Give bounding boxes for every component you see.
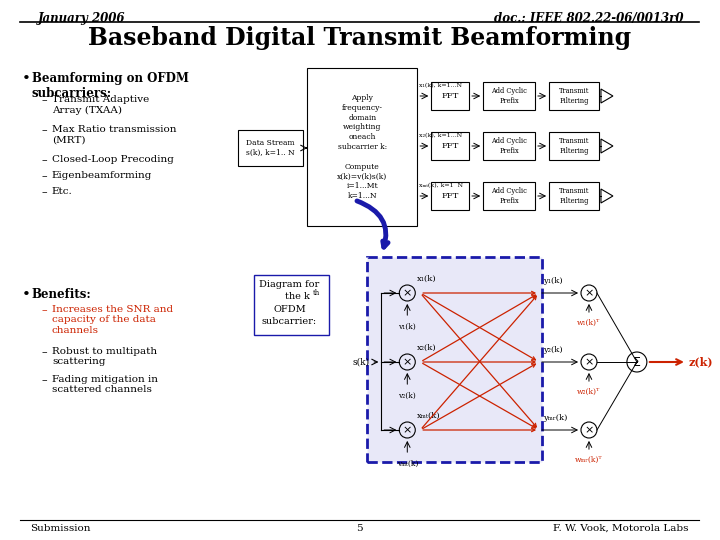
Text: Transmit
Filtering: Transmit Filtering bbox=[559, 87, 589, 105]
Bar bbox=[367, 257, 542, 462]
Text: x₂(k), k=1...N: x₂(k), k=1...N bbox=[419, 133, 462, 138]
Text: Transmit
Filtering: Transmit Filtering bbox=[559, 137, 589, 154]
Text: ×: × bbox=[585, 357, 594, 367]
Text: Closed-Loop Precoding: Closed-Loop Precoding bbox=[52, 155, 174, 164]
Text: yₘᵣ(k): yₘᵣ(k) bbox=[543, 414, 567, 422]
Text: xₘₜ(k): xₘₜ(k) bbox=[418, 412, 441, 420]
Bar bbox=[431, 82, 469, 110]
Text: FFT: FFT bbox=[441, 92, 459, 100]
Text: Add Cyclic
Prefix: Add Cyclic Prefix bbox=[491, 137, 527, 154]
Text: x₁(k), k=1...N: x₁(k), k=1...N bbox=[419, 83, 462, 88]
Text: v₁(k): v₁(k) bbox=[398, 323, 416, 331]
Text: ×: × bbox=[402, 288, 412, 298]
Text: ×: × bbox=[402, 425, 412, 435]
Text: Etc.: Etc. bbox=[52, 187, 73, 196]
Bar bbox=[307, 68, 418, 226]
Text: ×: × bbox=[585, 425, 594, 435]
Text: ×: × bbox=[585, 288, 594, 298]
Text: w₂(k)ᵀ: w₂(k)ᵀ bbox=[577, 388, 600, 396]
Bar bbox=[483, 132, 535, 160]
Text: y₁(k): y₁(k) bbox=[543, 277, 563, 285]
Text: Transmit
Filtering: Transmit Filtering bbox=[559, 187, 589, 205]
Text: Increases the SNR and
capacity of the data
channels: Increases the SNR and capacity of the da… bbox=[52, 305, 173, 335]
Text: Diagram for: Diagram for bbox=[259, 280, 320, 289]
Text: –: – bbox=[42, 125, 48, 135]
Text: z(k): z(k) bbox=[689, 356, 714, 368]
Text: F. W. Vook, Motorola Labs: F. W. Vook, Motorola Labs bbox=[553, 524, 689, 533]
Text: –: – bbox=[42, 187, 48, 197]
Text: Σ: Σ bbox=[633, 355, 641, 368]
Text: •: • bbox=[22, 72, 31, 86]
Bar bbox=[549, 182, 599, 210]
Text: Add Cyclic
Prefix: Add Cyclic Prefix bbox=[491, 187, 527, 205]
Text: th: th bbox=[312, 289, 320, 297]
Text: Data Stream
s(k), k=1.. N: Data Stream s(k), k=1.. N bbox=[246, 139, 295, 157]
Text: Apply
frequency-
domain
weighting
oneach
subcarrier k:

Compute
x(k)=v(k)s(k)
i=: Apply frequency- domain weighting oneach… bbox=[337, 94, 387, 200]
Bar bbox=[483, 182, 535, 210]
Text: –: – bbox=[42, 347, 48, 357]
Text: ×: × bbox=[402, 357, 412, 367]
Text: –: – bbox=[42, 305, 48, 315]
Text: x₁(k): x₁(k) bbox=[418, 275, 437, 283]
Bar bbox=[253, 275, 330, 335]
Text: Max Ratio transmission
(MRT): Max Ratio transmission (MRT) bbox=[52, 125, 176, 144]
Text: –: – bbox=[42, 155, 48, 165]
Text: w₁(k)ᵀ: w₁(k)ᵀ bbox=[577, 319, 600, 327]
Text: 5: 5 bbox=[356, 524, 363, 533]
Text: vₘₜ(k): vₘₜ(k) bbox=[397, 460, 418, 468]
Text: subcarrier:: subcarrier: bbox=[262, 317, 317, 326]
Text: Beamforming on OFDM
subcarriers:: Beamforming on OFDM subcarriers: bbox=[32, 72, 189, 100]
Text: y₂(k): y₂(k) bbox=[543, 346, 563, 354]
Bar bbox=[431, 132, 469, 160]
Text: Add Cyclic
Prefix: Add Cyclic Prefix bbox=[491, 87, 527, 105]
Bar bbox=[431, 182, 469, 210]
Text: s(k): s(k) bbox=[352, 357, 369, 367]
Text: doc.: IEEE 802.22-06/0013r0: doc.: IEEE 802.22-06/0013r0 bbox=[495, 12, 684, 25]
Text: Benefits:: Benefits: bbox=[32, 288, 91, 301]
Text: Fading mitigation in
scattered channels: Fading mitigation in scattered channels bbox=[52, 375, 158, 394]
Bar bbox=[238, 130, 303, 166]
Text: Baseband Digital Transmit Beamforming: Baseband Digital Transmit Beamforming bbox=[88, 26, 631, 50]
Text: FFT: FFT bbox=[441, 192, 459, 200]
Text: OFDM: OFDM bbox=[273, 305, 306, 314]
Text: Robust to multipath
scattering: Robust to multipath scattering bbox=[52, 347, 157, 367]
Text: Submission: Submission bbox=[30, 524, 91, 533]
Text: x₂(k): x₂(k) bbox=[418, 344, 437, 352]
Bar bbox=[483, 82, 535, 110]
Text: –: – bbox=[42, 171, 48, 181]
Text: xₘₜ(k), k=1  N: xₘₜ(k), k=1 N bbox=[419, 183, 463, 188]
Text: –: – bbox=[42, 95, 48, 105]
Text: Eigenbeamforming: Eigenbeamforming bbox=[52, 171, 153, 180]
Text: January 2006: January 2006 bbox=[38, 12, 125, 25]
Text: FFT: FFT bbox=[441, 142, 459, 150]
Text: wₘᵣ(k)ᵀ: wₘᵣ(k)ᵀ bbox=[575, 456, 603, 464]
Text: –: – bbox=[42, 375, 48, 385]
Bar bbox=[549, 132, 599, 160]
Text: Transmit Adaptive
Array (TXAA): Transmit Adaptive Array (TXAA) bbox=[52, 95, 149, 114]
Text: v₂(k): v₂(k) bbox=[398, 392, 416, 400]
Text: the k: the k bbox=[284, 292, 310, 301]
Bar bbox=[549, 82, 599, 110]
Text: •: • bbox=[22, 288, 31, 302]
